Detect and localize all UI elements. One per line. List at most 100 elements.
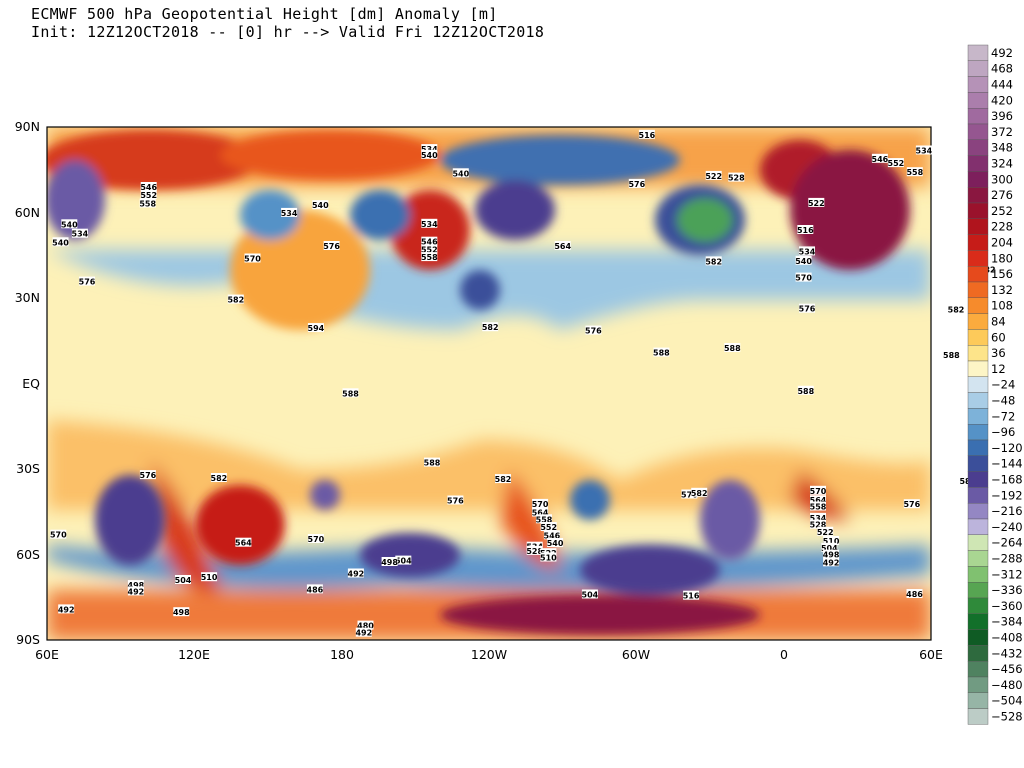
colorbar-swatch <box>967 439 989 457</box>
contour-label: 540 <box>547 538 564 548</box>
contour-label-text: 552 <box>140 191 157 200</box>
colorbar-swatch <box>967 408 989 425</box>
contour-label-text: 576 <box>681 491 698 500</box>
contour-label-text: 564 <box>554 242 571 251</box>
contour-label: 528 <box>526 545 543 556</box>
contour-label-bg <box>139 198 156 208</box>
contour-label-bg <box>495 474 511 484</box>
contour-label: 540 <box>795 255 812 266</box>
colorbar-swatch <box>967 171 989 188</box>
lat-label-90n: 90N <box>15 119 40 134</box>
contour-label: 510 <box>823 536 840 546</box>
contour-label-bg <box>683 590 700 600</box>
contour-label-bg <box>628 178 645 188</box>
contour-label: 522 <box>817 526 834 537</box>
contour-label-text: 582 <box>495 475 512 484</box>
contour-label-bg <box>795 272 812 282</box>
colorbar-label: −480 <box>991 678 1023 692</box>
contour-label-text: 558 <box>139 200 156 209</box>
contour-label-text: 540 <box>795 257 812 266</box>
contour-label-text: 516 <box>683 592 700 601</box>
contour-label: 480 <box>357 620 374 631</box>
contour-label: 492 <box>127 586 144 596</box>
colorbar-swatch <box>967 645 989 662</box>
contour-label-bg <box>795 255 812 265</box>
colorbar-swatch <box>967 92 989 109</box>
contour-label: 564 <box>810 495 827 505</box>
chart-subtitle: Init: 12Z12OCT2018 -- [0] hr --> Valid F… <box>31 23 545 41</box>
contour-label-text: 576 <box>323 242 340 251</box>
contour-label: 528 <box>728 172 745 183</box>
contour-label-text: 582 <box>482 323 499 332</box>
colorbar-swatch <box>967 534 989 551</box>
colorbar-label: 36 <box>991 346 1006 360</box>
colorbar-swatch <box>967 266 989 283</box>
contour-label-bg <box>127 586 144 596</box>
contour-label-bg <box>887 158 904 168</box>
contour-label-text: 504 <box>175 576 192 585</box>
contour-label-text: 510 <box>823 537 840 546</box>
colorbar-label: −24 <box>991 378 1015 392</box>
contour-label: 588 <box>943 349 960 360</box>
contour-label: 588 <box>797 385 815 396</box>
contour-label: 594 <box>308 323 325 333</box>
contour-label-bg <box>681 489 698 499</box>
colorbar-label: −360 <box>991 599 1023 613</box>
colorbar-swatch <box>967 186 989 204</box>
contour-label: 588 <box>424 457 441 468</box>
colorbar-swatch <box>967 139 989 156</box>
contour-label-bg <box>536 514 552 524</box>
contour-label-bg <box>281 207 298 217</box>
contour-label: 492 <box>823 557 839 567</box>
contour-label-text: 564 <box>235 539 252 548</box>
contour-label-text: 546 <box>872 155 889 164</box>
colorbar-label: −264 <box>991 536 1023 550</box>
contour-label-text: 546 <box>140 183 157 192</box>
contour-label-text: 540 <box>52 238 69 247</box>
contour-label-text: 522 <box>808 199 825 208</box>
contour-label: 582 <box>948 304 964 315</box>
colorbar-label: 252 <box>991 204 1013 218</box>
contour-label: 558 <box>536 514 553 524</box>
colorbar-swatch <box>967 218 989 235</box>
contour-label-text: 498 <box>128 581 145 590</box>
contour-label: 546 <box>871 153 889 164</box>
colorbar-label: 60 <box>991 330 1006 344</box>
contour-label-bg <box>581 589 598 599</box>
contour-label-bg <box>871 153 888 163</box>
colorbar-swatch <box>967 44 989 62</box>
contour-label-bg <box>355 627 372 637</box>
contour-label: 540 <box>421 149 438 160</box>
contour-label: 570 <box>795 272 812 283</box>
contour-label-text: 576 <box>903 500 920 509</box>
lon-label-120e: 120E <box>178 647 210 662</box>
contour-label-bg <box>71 228 88 238</box>
lat-label-90s: 90S <box>16 632 40 647</box>
contour-label-text: 528 <box>526 547 543 556</box>
contour-label: 546 <box>544 530 561 540</box>
lat-label-60n: 60N <box>15 205 40 220</box>
contour-label-text: 552 <box>888 159 905 168</box>
contour-label: 534 <box>421 218 438 229</box>
contour-label-bg <box>175 575 191 584</box>
colorbar-label: −120 <box>991 441 1023 455</box>
contour-label-text: 546 <box>544 531 561 540</box>
colorbar-label: −504 <box>991 694 1023 708</box>
contour-label-text: 570 <box>50 531 67 540</box>
contour-label: 486 <box>906 589 923 599</box>
contour-label: 558 <box>421 252 438 262</box>
contour-label-bg <box>421 149 438 159</box>
contour-label-text: 534 <box>810 514 827 523</box>
contour-label-bg <box>705 170 722 180</box>
contour-label-bg <box>810 495 826 505</box>
colorbar-label: 468 <box>991 62 1013 76</box>
colorbar-swatch <box>967 597 989 615</box>
contour-label-bg <box>653 347 670 357</box>
contour-label-text: 582 <box>959 477 976 486</box>
colorbar-swatch <box>967 155 989 172</box>
colorbar-label: 492 <box>991 46 1013 60</box>
colorbar-swatch <box>967 376 989 393</box>
contour-label: 492 <box>348 568 364 579</box>
contour-label: 516 <box>683 590 700 601</box>
contour-label: 552 <box>887 158 905 168</box>
